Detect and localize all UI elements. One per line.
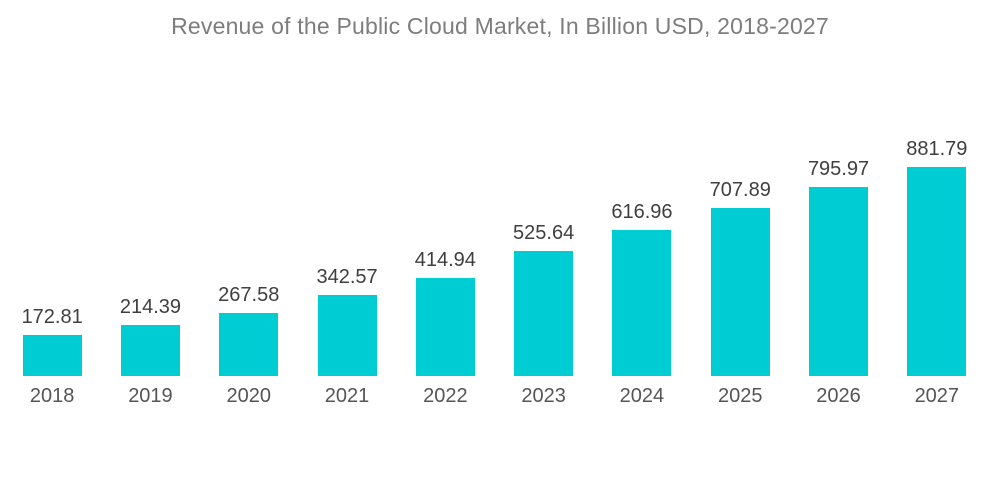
x-axis-label: 2020 <box>226 385 271 407</box>
bar-column: 881.79 <box>888 0 986 376</box>
x-axis-label: 2021 <box>324 385 370 407</box>
x-axis-label: 2027 <box>914 385 960 407</box>
bar-column: 707.89 <box>691 0 789 376</box>
bar <box>22 335 82 376</box>
x-axis: 2018 2019 2020 2021 2022 2023 2024 2025 2026 2027 <box>3 385 986 408</box>
bar-column: 795.97 <box>789 0 887 376</box>
bar-column: 172.81 <box>3 0 101 376</box>
x-axis-label: 2018 <box>29 385 75 407</box>
chart-title: Revenue of the Public Cloud Market, In B… <box>171 13 829 39</box>
bar <box>907 167 967 376</box>
bar-column: 214.39 <box>101 0 199 376</box>
x-axis-label: 2019 <box>128 385 173 407</box>
bar-value-label: 214.39 <box>119 296 182 318</box>
bar-value-label: 881.79 <box>906 138 968 160</box>
bar <box>120 325 180 376</box>
bar-value-label: 342.57 <box>316 266 378 288</box>
x-axis-label: 2025 <box>717 385 763 407</box>
x-axis-label: 2024 <box>619 385 665 407</box>
bar <box>710 208 770 376</box>
x-axis-label: 2026 <box>816 385 861 407</box>
bar-column: 267.58 <box>200 0 298 376</box>
bar <box>612 230 672 376</box>
bar <box>514 251 574 376</box>
plot-area: 172.81 214.39 267.58 342.57 414.94 525.64 616.… <box>3 0 986 376</box>
bar <box>219 313 279 376</box>
bar <box>809 187 869 376</box>
bar-column: 525.64 <box>494 0 592 376</box>
bar-value-label: 267.58 <box>218 284 280 306</box>
bar-column: 414.94 <box>396 0 494 376</box>
bar-value-label: 795.97 <box>807 158 870 180</box>
bar <box>415 278 475 376</box>
x-axis-label: 2022 <box>423 385 468 407</box>
bar-value-label: 525.64 <box>513 222 575 244</box>
bar-column: 616.96 <box>593 0 691 376</box>
bar-value-label: 172.81 <box>21 306 83 328</box>
bar-value-label: 414.94 <box>414 249 476 271</box>
bar-column: 342.57 <box>298 0 396 376</box>
bar-value-label: 616.96 <box>611 201 673 223</box>
bar <box>317 295 377 376</box>
x-axis-label: 2023 <box>521 385 566 407</box>
bar-value-label: 707.89 <box>709 179 771 201</box>
